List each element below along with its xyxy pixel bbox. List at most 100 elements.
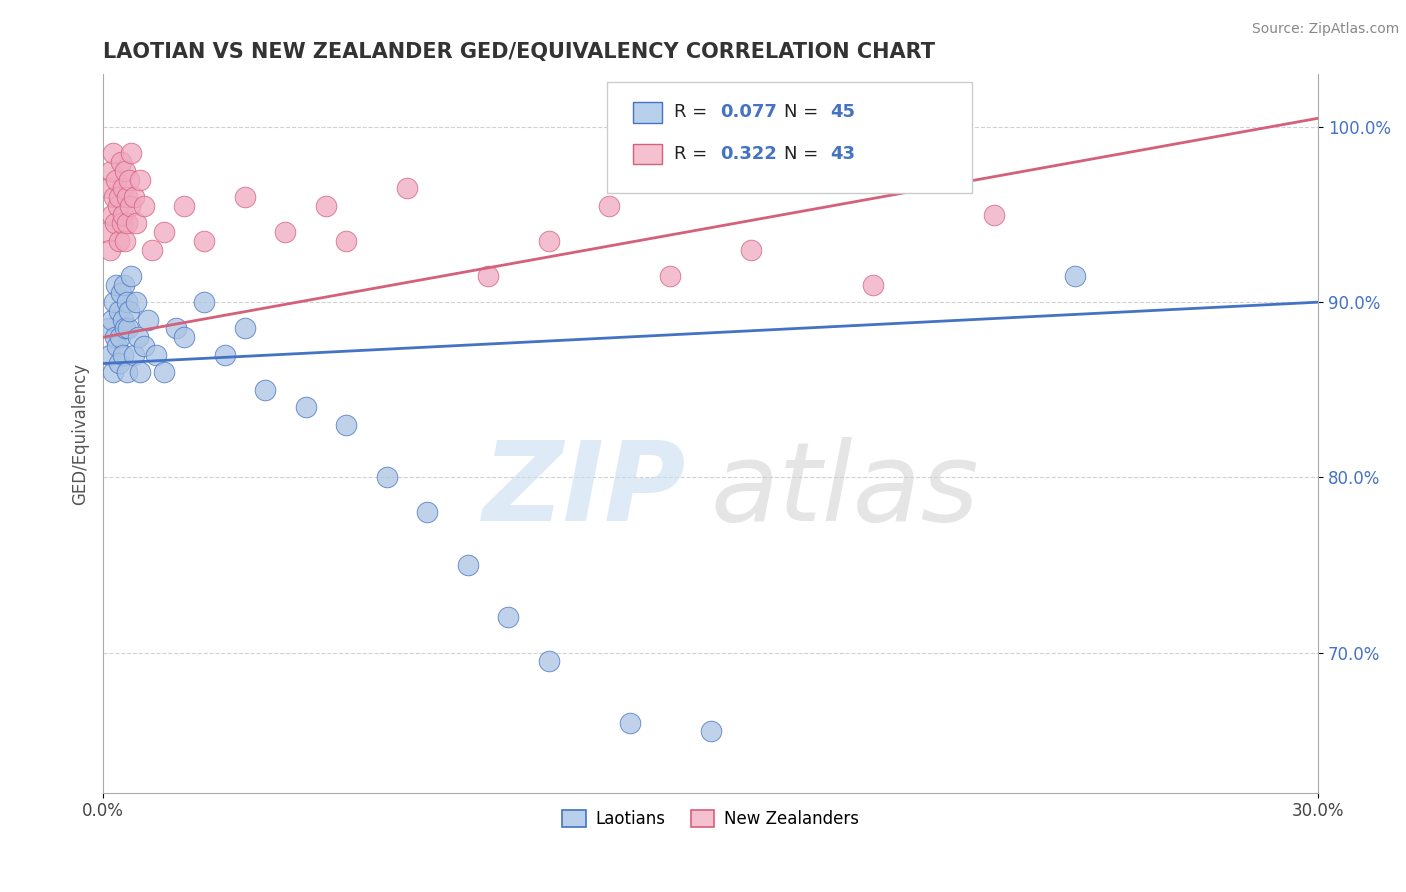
Point [110,155,132,169]
Point [117,216,139,230]
Point [254,383,277,397]
Point [105,172,128,186]
Point [103,365,125,379]
Point [153,225,176,239]
Point [105,339,128,353]
Point [457,558,479,572]
Point [108,330,131,344]
Text: N =: N = [783,103,824,121]
FancyBboxPatch shape [633,103,662,122]
Point [124,216,146,230]
Y-axis label: GED/Equivalency: GED/Equivalency [72,362,89,505]
Point [122,190,145,204]
Point [214,348,236,362]
Point [118,304,141,318]
Point [98,181,121,195]
Text: atlas: atlas [710,437,980,544]
Point [112,208,135,222]
Point [107,199,129,213]
Point [395,181,418,195]
Text: LAOTIAN VS NEW ZEALANDER GED/EQUIVALENCY CORRELATION CHART: LAOTIAN VS NEW ZEALANDER GED/EQUIVALENCY… [103,42,935,62]
Point [115,365,138,379]
Point [537,234,560,248]
Point [118,199,141,213]
Point [112,312,135,326]
Point [315,199,337,213]
Point [128,172,150,186]
Point [294,401,316,415]
Text: R =: R = [675,145,713,163]
Point [107,304,129,318]
Point [115,190,138,204]
Point [114,163,136,178]
Point [121,146,143,161]
Point [112,277,135,292]
Point [104,216,127,230]
Point [145,348,167,362]
Point [108,190,131,204]
Point [121,268,143,283]
Text: 0.322: 0.322 [720,145,778,163]
Text: 43: 43 [830,145,855,163]
FancyBboxPatch shape [607,81,972,193]
Point [136,312,159,326]
Point [477,268,499,283]
Point [375,470,398,484]
Point [173,199,195,213]
Point [101,312,124,326]
Point [659,268,682,283]
FancyBboxPatch shape [633,144,662,164]
Point [117,295,139,310]
Point [862,277,884,292]
Point [114,321,136,335]
Point [153,365,176,379]
Point [114,234,136,248]
Point [122,348,145,362]
Text: R =: R = [675,103,713,121]
Point [111,181,134,195]
Point [233,190,256,204]
Text: N =: N = [783,145,824,163]
Point [104,330,127,344]
Point [1064,268,1087,283]
Text: ZIP: ZIP [482,437,686,544]
Text: 45: 45 [830,103,855,121]
Point [111,348,134,362]
Point [193,295,215,310]
Text: Source: ZipAtlas.com: Source: ZipAtlas.com [1251,22,1399,37]
Point [101,208,124,222]
Point [97,225,120,239]
Point [103,295,125,310]
Point [103,146,125,161]
Point [117,321,139,335]
Point [335,234,357,248]
Point [132,339,155,353]
Point [111,216,134,230]
Point [100,348,122,362]
Point [233,321,256,335]
Point [537,654,560,668]
Point [107,234,129,248]
Legend: Laotians, New Zealanders: Laotians, New Zealanders [555,803,866,835]
Point [110,286,132,301]
Point [983,208,1005,222]
Point [496,610,519,624]
Point [98,321,121,335]
Point [100,243,122,257]
Point [117,172,139,186]
Point [740,243,762,257]
Point [103,190,125,204]
Point [128,365,150,379]
Point [274,225,297,239]
Point [132,199,155,213]
Point [124,295,146,310]
Point [416,505,439,519]
Point [598,199,620,213]
Point [165,321,187,335]
Point [141,243,163,257]
Point [619,715,641,730]
Point [108,356,131,370]
Point [173,330,195,344]
Point [100,163,122,178]
Point [127,330,149,344]
